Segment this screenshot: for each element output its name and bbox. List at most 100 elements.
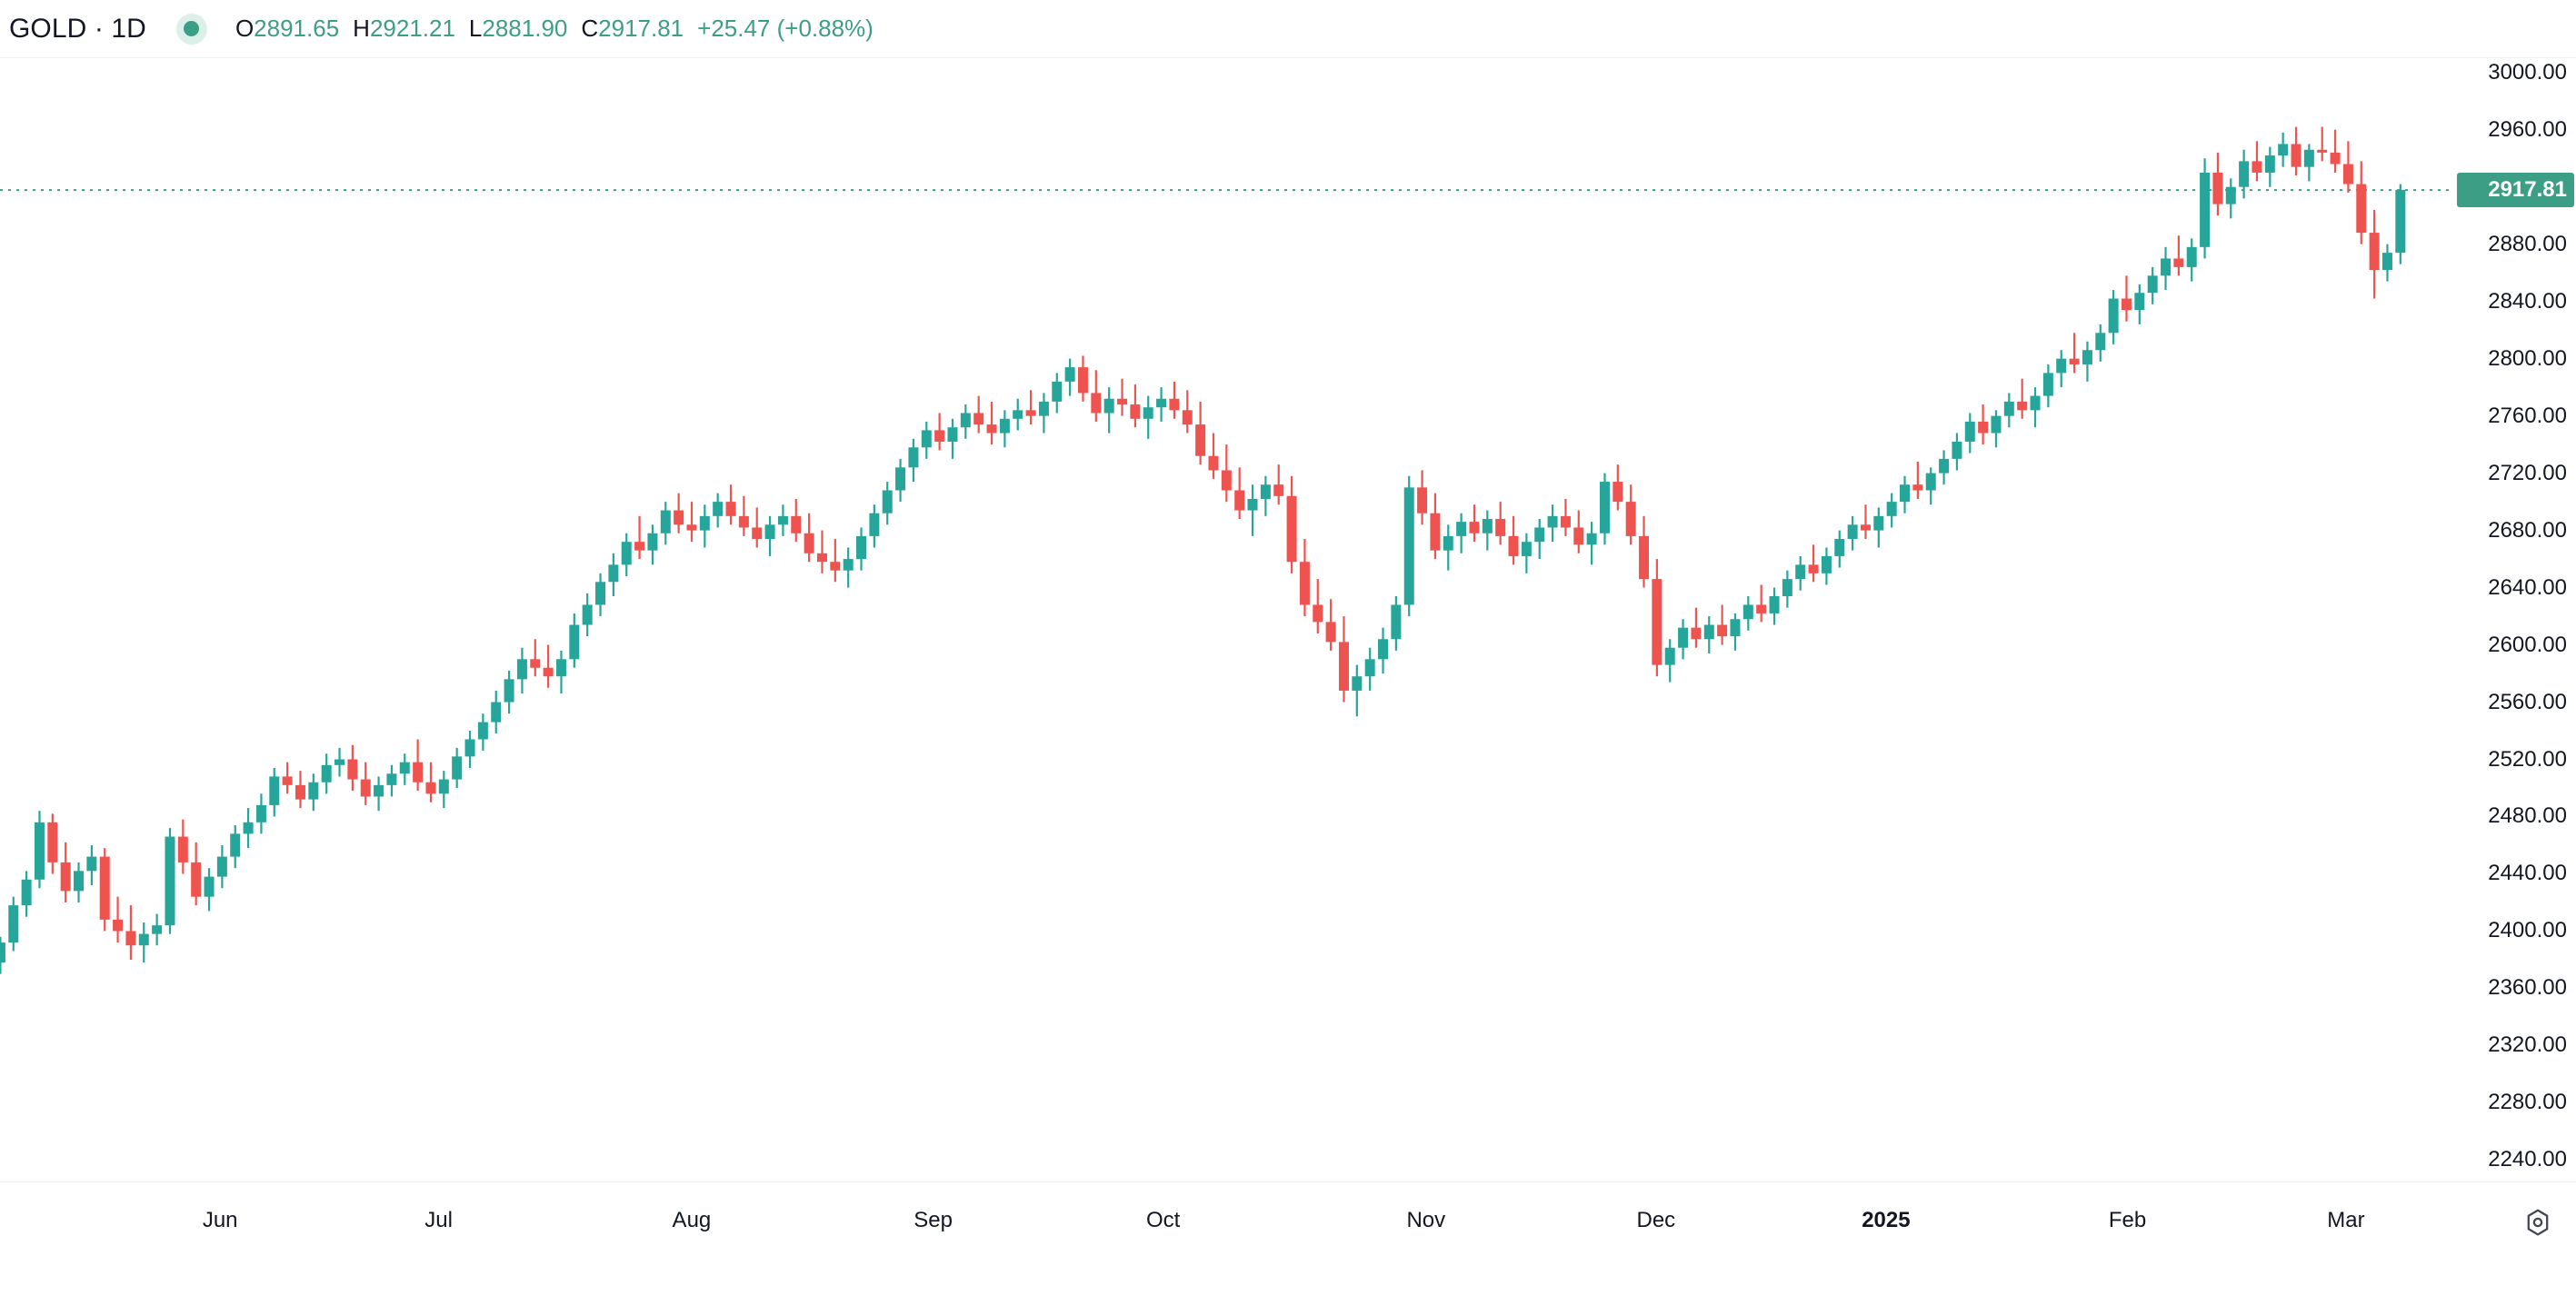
price-tick: 2280.00 [2488, 1090, 2567, 1115]
candle-body [2134, 293, 2145, 311]
candle-body [1508, 535, 1519, 556]
candle-body [2147, 275, 2158, 294]
candle-wick [2333, 129, 2337, 173]
candlestick-plot[interactable] [0, 58, 2454, 1181]
candle-body [464, 739, 475, 757]
time-tick: Mar [2327, 1208, 2365, 1232]
symbol-title[interactable]: GOLD · 1D [9, 13, 146, 44]
candle-body [1860, 524, 1871, 531]
candle-wick [1121, 378, 1123, 416]
candle-body [908, 447, 919, 468]
candle-body [2108, 298, 2119, 334]
candle-body [2317, 149, 2328, 153]
candle-body [1338, 642, 1349, 691]
candle-body [2212, 172, 2223, 204]
candle-body [816, 553, 827, 563]
candle-body [530, 659, 541, 668]
candle-body [2121, 298, 2132, 311]
candle-body [2056, 358, 2067, 374]
price-tick: 2400.00 [2488, 918, 2567, 943]
candle-body [1795, 564, 1806, 580]
candle-wick [638, 515, 641, 560]
candle-body [1886, 502, 1897, 516]
time-axis[interactable]: Jun Jul Aug Sep Oct Nov Dec 2025 Feb Mar [0, 1181, 2576, 1316]
price-tick: 2680.00 [2488, 517, 2567, 543]
candle-body [1091, 393, 1102, 414]
candle-body [477, 722, 488, 740]
candle-body [1639, 535, 1650, 580]
candle-body [2239, 161, 2250, 187]
candle-body [1156, 398, 1167, 408]
candle-body [2252, 161, 2262, 173]
candle-body [1378, 639, 1389, 660]
candle-body [1195, 424, 1206, 456]
candle-wick [2255, 141, 2259, 182]
candle-body [738, 515, 749, 528]
candle-body [413, 762, 424, 783]
candle-body [386, 773, 397, 785]
candle-body [34, 822, 45, 880]
candle-body [204, 876, 215, 897]
candle-body [2395, 189, 2406, 254]
candle-wick [990, 401, 993, 445]
price-tick: 2560.00 [2488, 689, 2567, 714]
candle-body [1873, 515, 1884, 531]
candle-body [791, 515, 802, 533]
candle-body [830, 562, 841, 571]
price-axis[interactable]: 2917.81 3000.00 2960.00 2880.00 2840.00 2800… [2454, 58, 2576, 1181]
candle-body [713, 502, 724, 516]
market-open-dot-core [184, 21, 200, 36]
candle-body [1834, 539, 1845, 556]
candle-body [764, 524, 775, 540]
candle-body [699, 515, 710, 531]
candle-body [269, 776, 280, 805]
candle-body [1756, 604, 1767, 613]
candle-body [2330, 152, 2341, 164]
candle-body [856, 535, 867, 560]
open-value: 2891.65 [254, 15, 340, 42]
candle-body [21, 879, 32, 906]
candle-body [647, 533, 658, 551]
candle-body [1664, 647, 1675, 665]
time-tick: Dec [1636, 1208, 1676, 1232]
candle-body [1782, 579, 1792, 597]
candle-body [882, 490, 893, 513]
candle-body [869, 513, 880, 536]
candle-body [1064, 367, 1075, 382]
candle-body [1221, 470, 1232, 491]
candle-body [1417, 487, 1428, 513]
candle-body [999, 418, 1010, 434]
candle-body [1169, 398, 1180, 411]
current-price-badge: 2917.81 [2457, 173, 2574, 208]
candle-body [1495, 518, 1506, 536]
candle-body [216, 856, 227, 877]
candle-body [674, 510, 684, 525]
time-tick: Jul [424, 1208, 453, 1232]
price-tick: 2320.00 [2488, 1032, 2567, 1058]
candle-body [843, 559, 854, 571]
candle-body [777, 515, 788, 525]
candle-body [2030, 395, 2041, 411]
candle-body [660, 510, 671, 533]
time-tick: Oct [1145, 1208, 1181, 1232]
candle-body [1717, 624, 1728, 637]
candle-body [1521, 542, 1532, 556]
time-tick: Nov [1406, 1208, 1446, 1232]
candle-body [1821, 555, 1832, 573]
candle-body [1208, 455, 1219, 471]
candle-wick [2321, 126, 2323, 162]
candlestick-series [0, 126, 2454, 974]
candle-wick [690, 502, 694, 543]
candle-body [934, 430, 945, 442]
low-value: 2881.90 [482, 15, 568, 42]
candle-body [399, 762, 410, 774]
low-label: L [468, 15, 483, 42]
candle-body [1143, 407, 1153, 419]
candle-body [308, 782, 319, 800]
time-tick: Feb [2108, 1208, 2147, 1232]
hexagon-settings-icon[interactable] [2520, 1204, 2556, 1241]
market-open-dot-icon[interactable] [172, 9, 212, 49]
candle-body [973, 413, 984, 425]
price-tick: 2840.00 [2488, 288, 2567, 314]
time-tick: 2025 [1862, 1208, 1911, 1232]
